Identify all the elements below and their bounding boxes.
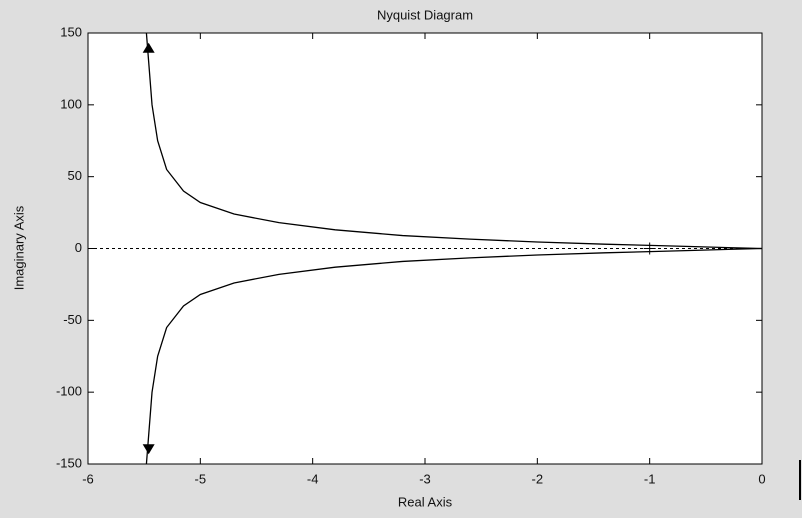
- x-tick-label: -5: [195, 471, 207, 486]
- y-tick-label: -150: [56, 455, 82, 470]
- direction-arrow: [142, 444, 155, 455]
- x-tick-label: -4: [307, 471, 319, 486]
- x-tick-label: -3: [419, 471, 431, 486]
- y-tick-label: -100: [56, 384, 82, 399]
- x-tick-label: 0: [758, 471, 765, 486]
- x-tick-label: -6: [82, 471, 94, 486]
- x-tick-label: -2: [532, 471, 544, 486]
- curve: [145, 247, 763, 465]
- chart-title: Nyquist Diagram: [377, 7, 473, 22]
- y-tick-label: -50: [63, 312, 82, 327]
- curve: [145, 32, 763, 250]
- y-tick-label: 50: [68, 168, 82, 183]
- y-tick-label: 100: [60, 96, 82, 111]
- y-tick-label: 0: [75, 240, 82, 255]
- y-tick-label: 150: [60, 24, 82, 39]
- critical-point: [643, 242, 656, 255]
- x-tick-label: -1: [644, 471, 656, 486]
- direction-arrow: [142, 42, 155, 53]
- x-axis-label: Real Axis: [398, 494, 453, 509]
- y-axis-label: Imaginary Axis: [11, 205, 26, 290]
